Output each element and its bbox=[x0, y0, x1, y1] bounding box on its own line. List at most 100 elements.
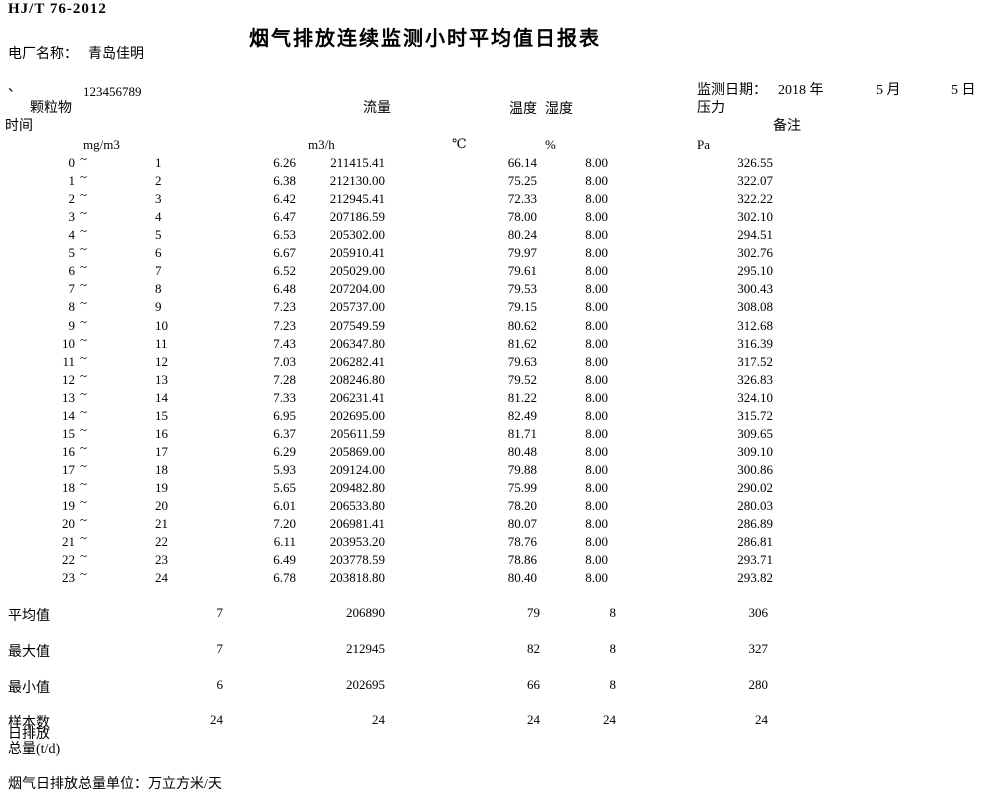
hour-end-value: 18 bbox=[155, 462, 168, 477]
hour-start-value: 13 bbox=[62, 390, 75, 405]
hour-end-value: 20 bbox=[155, 498, 168, 513]
summary-row-label: 样本数 bbox=[8, 716, 50, 731]
footer-unit-note: 烟气日排放总量单位：万立方米/天 bbox=[8, 777, 222, 792]
particulate-value: 7.43 bbox=[273, 336, 296, 351]
comma-mark: 、 bbox=[8, 80, 22, 95]
table-row: 10 ~11 7.43 206347.80 81.62 8.00 316.39 bbox=[0, 332, 985, 354]
flow-value: 203818.80 bbox=[329, 570, 385, 585]
table-row: 5 ~6 6.67 205910.41 79.97 8.00 302.76 bbox=[0, 241, 985, 263]
pressure-value: 312.68 bbox=[737, 318, 773, 333]
summary-row-min: 最小值 6 202695 66 8 280 bbox=[0, 677, 985, 696]
flow-value: 205029.00 bbox=[329, 263, 385, 278]
temperature-value: 78.76 bbox=[507, 534, 537, 549]
column-header-time: 时间 bbox=[5, 119, 33, 134]
table-row: 19 ~20 6.01 206533.80 78.20 8.00 280.03 bbox=[0, 494, 985, 516]
summary-value: 6 bbox=[216, 677, 224, 692]
pressure-value: 322.22 bbox=[737, 191, 773, 206]
table-row: 22 ~23 6.49 203778.59 78.86 8.00 293.71 bbox=[0, 548, 985, 570]
particulate-value: 6.26 bbox=[273, 155, 296, 170]
particulate-value: 7.28 bbox=[273, 372, 296, 387]
tilde-mark: ~ bbox=[80, 476, 88, 491]
flow-value: 206231.41 bbox=[329, 390, 385, 405]
hour-end-value: 23 bbox=[155, 552, 168, 567]
hour-end-value: 16 bbox=[155, 426, 168, 441]
flow-value: 209124.00 bbox=[329, 462, 385, 477]
humidity-value: 8.00 bbox=[585, 209, 608, 224]
particulate-value: 7.23 bbox=[273, 299, 296, 314]
humidity-value: 8.00 bbox=[585, 426, 608, 441]
temperature-value: 79.88 bbox=[507, 462, 537, 477]
pressure-value: 324.10 bbox=[737, 390, 773, 405]
particulate-value: 7.03 bbox=[273, 354, 296, 369]
particulate-value: 6.42 bbox=[273, 191, 296, 206]
particulate-value: 7.23 bbox=[273, 318, 296, 333]
monitor-date-month: 5 月 bbox=[876, 83, 901, 98]
humidity-value: 8.00 bbox=[585, 245, 608, 260]
hour-end-value: 21 bbox=[155, 516, 168, 531]
hour-end-value: 8 bbox=[155, 281, 162, 296]
hour-start-value: 20 bbox=[62, 516, 75, 531]
tilde-mark: ~ bbox=[80, 223, 88, 238]
pressure-value: 286.89 bbox=[737, 516, 773, 531]
pressure-value: 302.76 bbox=[737, 245, 773, 260]
hour-start-value: 14 bbox=[62, 408, 75, 423]
hour-end-value: 15 bbox=[155, 408, 168, 423]
pressure-value: 302.10 bbox=[737, 209, 773, 224]
table-row: 16 ~17 6.29 205869.00 80.48 8.00 309.10 bbox=[0, 440, 985, 462]
humidity-value: 8.00 bbox=[585, 191, 608, 206]
flow-value: 206347.80 bbox=[329, 336, 385, 351]
particulate-value: 6.01 bbox=[273, 498, 296, 513]
column-header-particulate: 颗粒物 bbox=[30, 101, 72, 116]
hour-start-value: 3 bbox=[68, 209, 76, 224]
summary-value: 327 bbox=[748, 641, 769, 656]
hour-start-value: 18 bbox=[62, 480, 75, 495]
tilde-mark: ~ bbox=[80, 548, 88, 563]
flow-value: 205302.00 bbox=[329, 227, 385, 242]
tilde-mark: ~ bbox=[80, 277, 88, 292]
hour-end-value: 17 bbox=[155, 444, 168, 459]
flow-value: 205737.00 bbox=[329, 299, 385, 314]
tilde-mark: ~ bbox=[80, 350, 88, 365]
summary-value: 8 bbox=[609, 605, 617, 620]
summary-value: 206890 bbox=[346, 605, 385, 620]
summary-value: 79 bbox=[527, 605, 540, 620]
summary-value: 24 bbox=[603, 712, 616, 727]
temperature-value: 82.49 bbox=[507, 408, 537, 423]
pressure-value: 293.82 bbox=[737, 570, 773, 585]
particulate-value: 6.49 bbox=[273, 552, 296, 567]
pressure-value: 326.83 bbox=[737, 372, 773, 387]
column-header-humidity: 湿度 bbox=[545, 102, 573, 117]
unit-flow: m3/h bbox=[308, 137, 335, 152]
pressure-value: 309.65 bbox=[737, 426, 773, 441]
table-row: 20 ~21 7.20 206981.41 80.07 8.00 286.89 bbox=[0, 512, 985, 534]
summary-value: 7 bbox=[216, 605, 224, 620]
pressure-value: 280.03 bbox=[737, 498, 773, 513]
column-header-pressure: 压力 bbox=[697, 101, 725, 116]
table-row: 23 ~24 6.78 203818.80 80.40 8.00 293.82 bbox=[0, 566, 985, 588]
unit-temperature: ℃ bbox=[452, 136, 467, 151]
table-row: 3 ~4 6.47 207186.59 78.00 8.00 302.10 bbox=[0, 205, 985, 227]
pressure-value: 309.10 bbox=[737, 444, 773, 459]
humidity-value: 8.00 bbox=[585, 570, 608, 585]
temperature-value: 75.99 bbox=[507, 480, 537, 495]
unit-humidity: % bbox=[545, 137, 556, 152]
table-row: 0 ~1 6.26 211415.41 66.14 8.00 326.55 bbox=[0, 151, 985, 173]
pressure-value: 316.39 bbox=[737, 336, 773, 351]
temperature-value: 78.86 bbox=[507, 552, 537, 567]
hour-start-value: 0 bbox=[68, 155, 76, 170]
tilde-mark: ~ bbox=[80, 151, 88, 166]
summary-value: 24 bbox=[755, 712, 768, 727]
particulate-value: 6.67 bbox=[273, 245, 296, 260]
humidity-value: 8.00 bbox=[585, 444, 608, 459]
table-row: 13 ~14 7.33 206231.41 81.22 8.00 324.10 bbox=[0, 386, 985, 408]
tilde-mark: ~ bbox=[80, 530, 88, 545]
humidity-value: 8.00 bbox=[585, 408, 608, 423]
humidity-value: 8.00 bbox=[585, 552, 608, 567]
hour-start-value: 1 bbox=[68, 173, 76, 188]
hour-end-value: 4 bbox=[155, 209, 162, 224]
particulate-value: 6.29 bbox=[273, 444, 296, 459]
plant-name-value: 青岛佳明 bbox=[88, 47, 144, 62]
humidity-value: 8.00 bbox=[585, 462, 608, 477]
hour-end-value: 12 bbox=[155, 354, 168, 369]
